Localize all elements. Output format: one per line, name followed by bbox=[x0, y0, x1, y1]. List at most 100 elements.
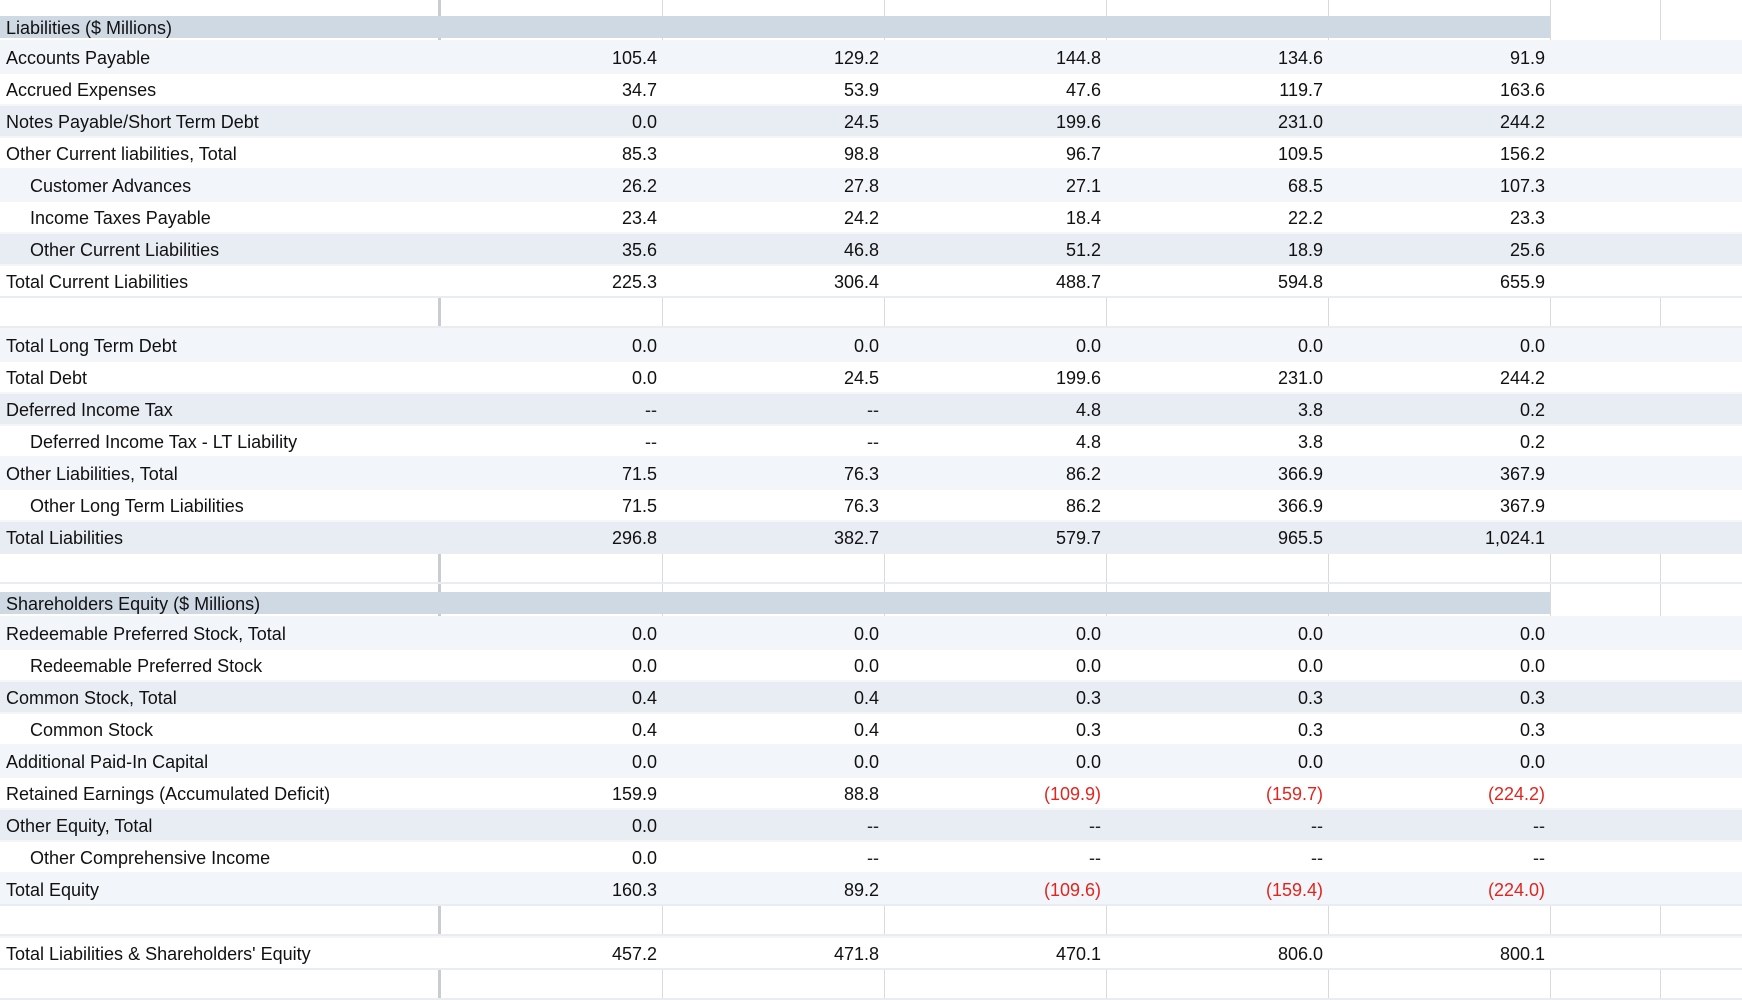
value-cell[interactable]: 0.0 bbox=[853, 336, 879, 356]
value-cell[interactable]: 0.3 bbox=[1297, 688, 1323, 708]
value-cell[interactable]: -- bbox=[1311, 848, 1323, 868]
value-cell[interactable]: 86.2 bbox=[1065, 496, 1101, 516]
value-cell[interactable]: -- bbox=[1089, 816, 1101, 836]
row-label[interactable]: Notes Payable/Short Term Debt bbox=[6, 112, 259, 132]
row-label[interactable]: Other Current liabilities, Total bbox=[6, 144, 237, 164]
value-cell[interactable]: 134.6 bbox=[1277, 48, 1323, 68]
value-cell[interactable]: 471.8 bbox=[833, 944, 879, 964]
value-cell[interactable]: 23.4 bbox=[621, 208, 657, 228]
value-cell[interactable]: -- bbox=[645, 400, 657, 420]
value-cell[interactable]: 0.3 bbox=[1297, 720, 1323, 740]
value-cell[interactable]: 22.2 bbox=[1287, 208, 1323, 228]
row-label[interactable]: Deferred Income Tax bbox=[6, 400, 173, 420]
value-cell[interactable]: -- bbox=[1533, 848, 1545, 868]
section-header-label[interactable]: Liabilities ($ Millions) bbox=[6, 18, 173, 38]
value-cell[interactable]: 0.0 bbox=[1297, 336, 1323, 356]
value-cell[interactable]: 470.1 bbox=[1055, 944, 1101, 964]
row-label[interactable]: Other Liabilities, Total bbox=[6, 464, 178, 484]
value-cell[interactable]: 24.5 bbox=[843, 368, 879, 388]
value-cell[interactable]: 0.0 bbox=[631, 848, 657, 868]
value-cell[interactable]: 488.7 bbox=[1055, 272, 1101, 292]
value-cell[interactable]: -- bbox=[1533, 816, 1545, 836]
value-cell[interactable]: 18.4 bbox=[1065, 208, 1101, 228]
value-cell[interactable]: 91.9 bbox=[1509, 48, 1545, 68]
value-cell[interactable]: 71.5 bbox=[621, 464, 657, 484]
value-cell[interactable]: 296.8 bbox=[611, 528, 657, 548]
row-label[interactable]: Total Debt bbox=[6, 368, 88, 388]
value-cell[interactable]: -- bbox=[867, 816, 879, 836]
row-label[interactable]: Other Current Liabilities bbox=[30, 240, 220, 260]
value-cell[interactable]: 144.8 bbox=[1055, 48, 1101, 68]
row-label[interactable]: Income Taxes Payable bbox=[30, 208, 211, 228]
value-cell[interactable]: 119.7 bbox=[1279, 80, 1323, 100]
value-cell[interactable]: 0.0 bbox=[631, 336, 657, 356]
value-cell[interactable]: -- bbox=[1311, 816, 1323, 836]
value-cell[interactable]: 0.0 bbox=[631, 816, 657, 836]
row-label[interactable]: Total Long Term Debt bbox=[6, 336, 177, 356]
value-cell[interactable]: 965.5 bbox=[1277, 528, 1323, 548]
value-cell[interactable]: (159.7) bbox=[1265, 784, 1323, 804]
value-cell[interactable]: 1,024.1 bbox=[1484, 528, 1545, 548]
value-cell[interactable]: 68.5 bbox=[1287, 176, 1323, 196]
value-cell[interactable]: 156.2 bbox=[1499, 144, 1545, 164]
value-cell[interactable]: 4.8 bbox=[1075, 432, 1101, 452]
value-cell[interactable]: 366.9 bbox=[1277, 464, 1323, 484]
value-cell[interactable]: 51.2 bbox=[1065, 240, 1101, 260]
value-cell[interactable]: 0.0 bbox=[1075, 752, 1101, 772]
row-label[interactable]: Common Stock, Total bbox=[6, 688, 177, 708]
value-cell[interactable]: 244.2 bbox=[1499, 368, 1545, 388]
value-cell[interactable]: 655.9 bbox=[1499, 272, 1545, 292]
value-cell[interactable]: 4.8 bbox=[1075, 400, 1101, 420]
row-label[interactable]: Accounts Payable bbox=[6, 48, 151, 68]
value-cell[interactable]: 199.6 bbox=[1055, 368, 1101, 388]
row-label[interactable]: Redeemable Preferred Stock bbox=[30, 656, 263, 676]
row-label[interactable]: Accrued Expenses bbox=[6, 80, 157, 100]
value-cell[interactable]: 0.2 bbox=[1519, 400, 1545, 420]
row-label[interactable]: Other Equity, Total bbox=[6, 816, 153, 836]
value-cell[interactable]: 0.0 bbox=[1519, 752, 1545, 772]
value-cell[interactable]: 231.0 bbox=[1277, 368, 1323, 388]
value-cell[interactable]: 88.8 bbox=[843, 784, 879, 804]
value-cell[interactable]: 0.0 bbox=[1519, 656, 1545, 676]
value-cell[interactable]: 85.3 bbox=[621, 144, 657, 164]
row-label[interactable]: Additional Paid-In Capital bbox=[6, 752, 209, 772]
value-cell[interactable]: 0.4 bbox=[631, 688, 657, 708]
value-cell[interactable]: 0.0 bbox=[853, 752, 879, 772]
row-label[interactable]: Other Comprehensive Income bbox=[30, 848, 271, 868]
value-cell[interactable]: 0.4 bbox=[853, 688, 879, 708]
value-cell[interactable]: 0.4 bbox=[631, 720, 657, 740]
value-cell[interactable]: 0.0 bbox=[631, 368, 657, 388]
value-cell[interactable]: 0.0 bbox=[631, 112, 657, 132]
value-cell[interactable]: 0.0 bbox=[1297, 752, 1323, 772]
value-cell[interactable]: 366.9 bbox=[1277, 496, 1323, 516]
value-cell[interactable]: 27.1 bbox=[1065, 176, 1101, 196]
value-cell[interactable]: -- bbox=[1089, 848, 1101, 868]
value-cell[interactable]: 0.0 bbox=[631, 624, 657, 644]
row-label[interactable]: Total Liabilities bbox=[6, 528, 124, 548]
row-label[interactable]: Total Liabilities & Shareholders' Equity bbox=[6, 944, 311, 964]
value-cell[interactable]: 0.0 bbox=[1519, 336, 1545, 356]
value-cell[interactable]: 0.0 bbox=[1075, 336, 1101, 356]
value-cell[interactable]: 0.4 bbox=[853, 720, 879, 740]
value-cell[interactable]: (109.6) bbox=[1043, 880, 1101, 900]
row-label[interactable]: Redeemable Preferred Stock, Total bbox=[6, 624, 286, 644]
value-cell[interactable]: 105.4 bbox=[611, 48, 657, 68]
value-cell[interactable]: -- bbox=[867, 400, 879, 420]
row-label[interactable]: Customer Advances bbox=[30, 176, 192, 196]
value-cell[interactable]: 367.9 bbox=[1499, 496, 1545, 516]
value-cell[interactable]: -- bbox=[645, 432, 657, 452]
value-cell[interactable]: 47.6 bbox=[1065, 80, 1101, 100]
value-cell[interactable]: 0.0 bbox=[1297, 624, 1323, 644]
value-cell[interactable]: 23.3 bbox=[1509, 208, 1545, 228]
value-cell[interactable]: 0.3 bbox=[1075, 688, 1101, 708]
row-label[interactable]: Total Current Liabilities bbox=[6, 272, 189, 292]
value-cell[interactable]: 0.0 bbox=[631, 752, 657, 772]
value-cell[interactable]: 594.8 bbox=[1277, 272, 1323, 292]
value-cell[interactable]: 35.6 bbox=[621, 240, 657, 260]
value-cell[interactable]: 25.6 bbox=[1509, 240, 1545, 260]
value-cell[interactable]: 76.3 bbox=[843, 464, 879, 484]
value-cell[interactable]: 0.0 bbox=[1075, 656, 1101, 676]
value-cell[interactable]: 98.8 bbox=[843, 144, 879, 164]
value-cell[interactable]: 24.2 bbox=[843, 208, 879, 228]
value-cell[interactable]: 3.8 bbox=[1297, 400, 1323, 420]
